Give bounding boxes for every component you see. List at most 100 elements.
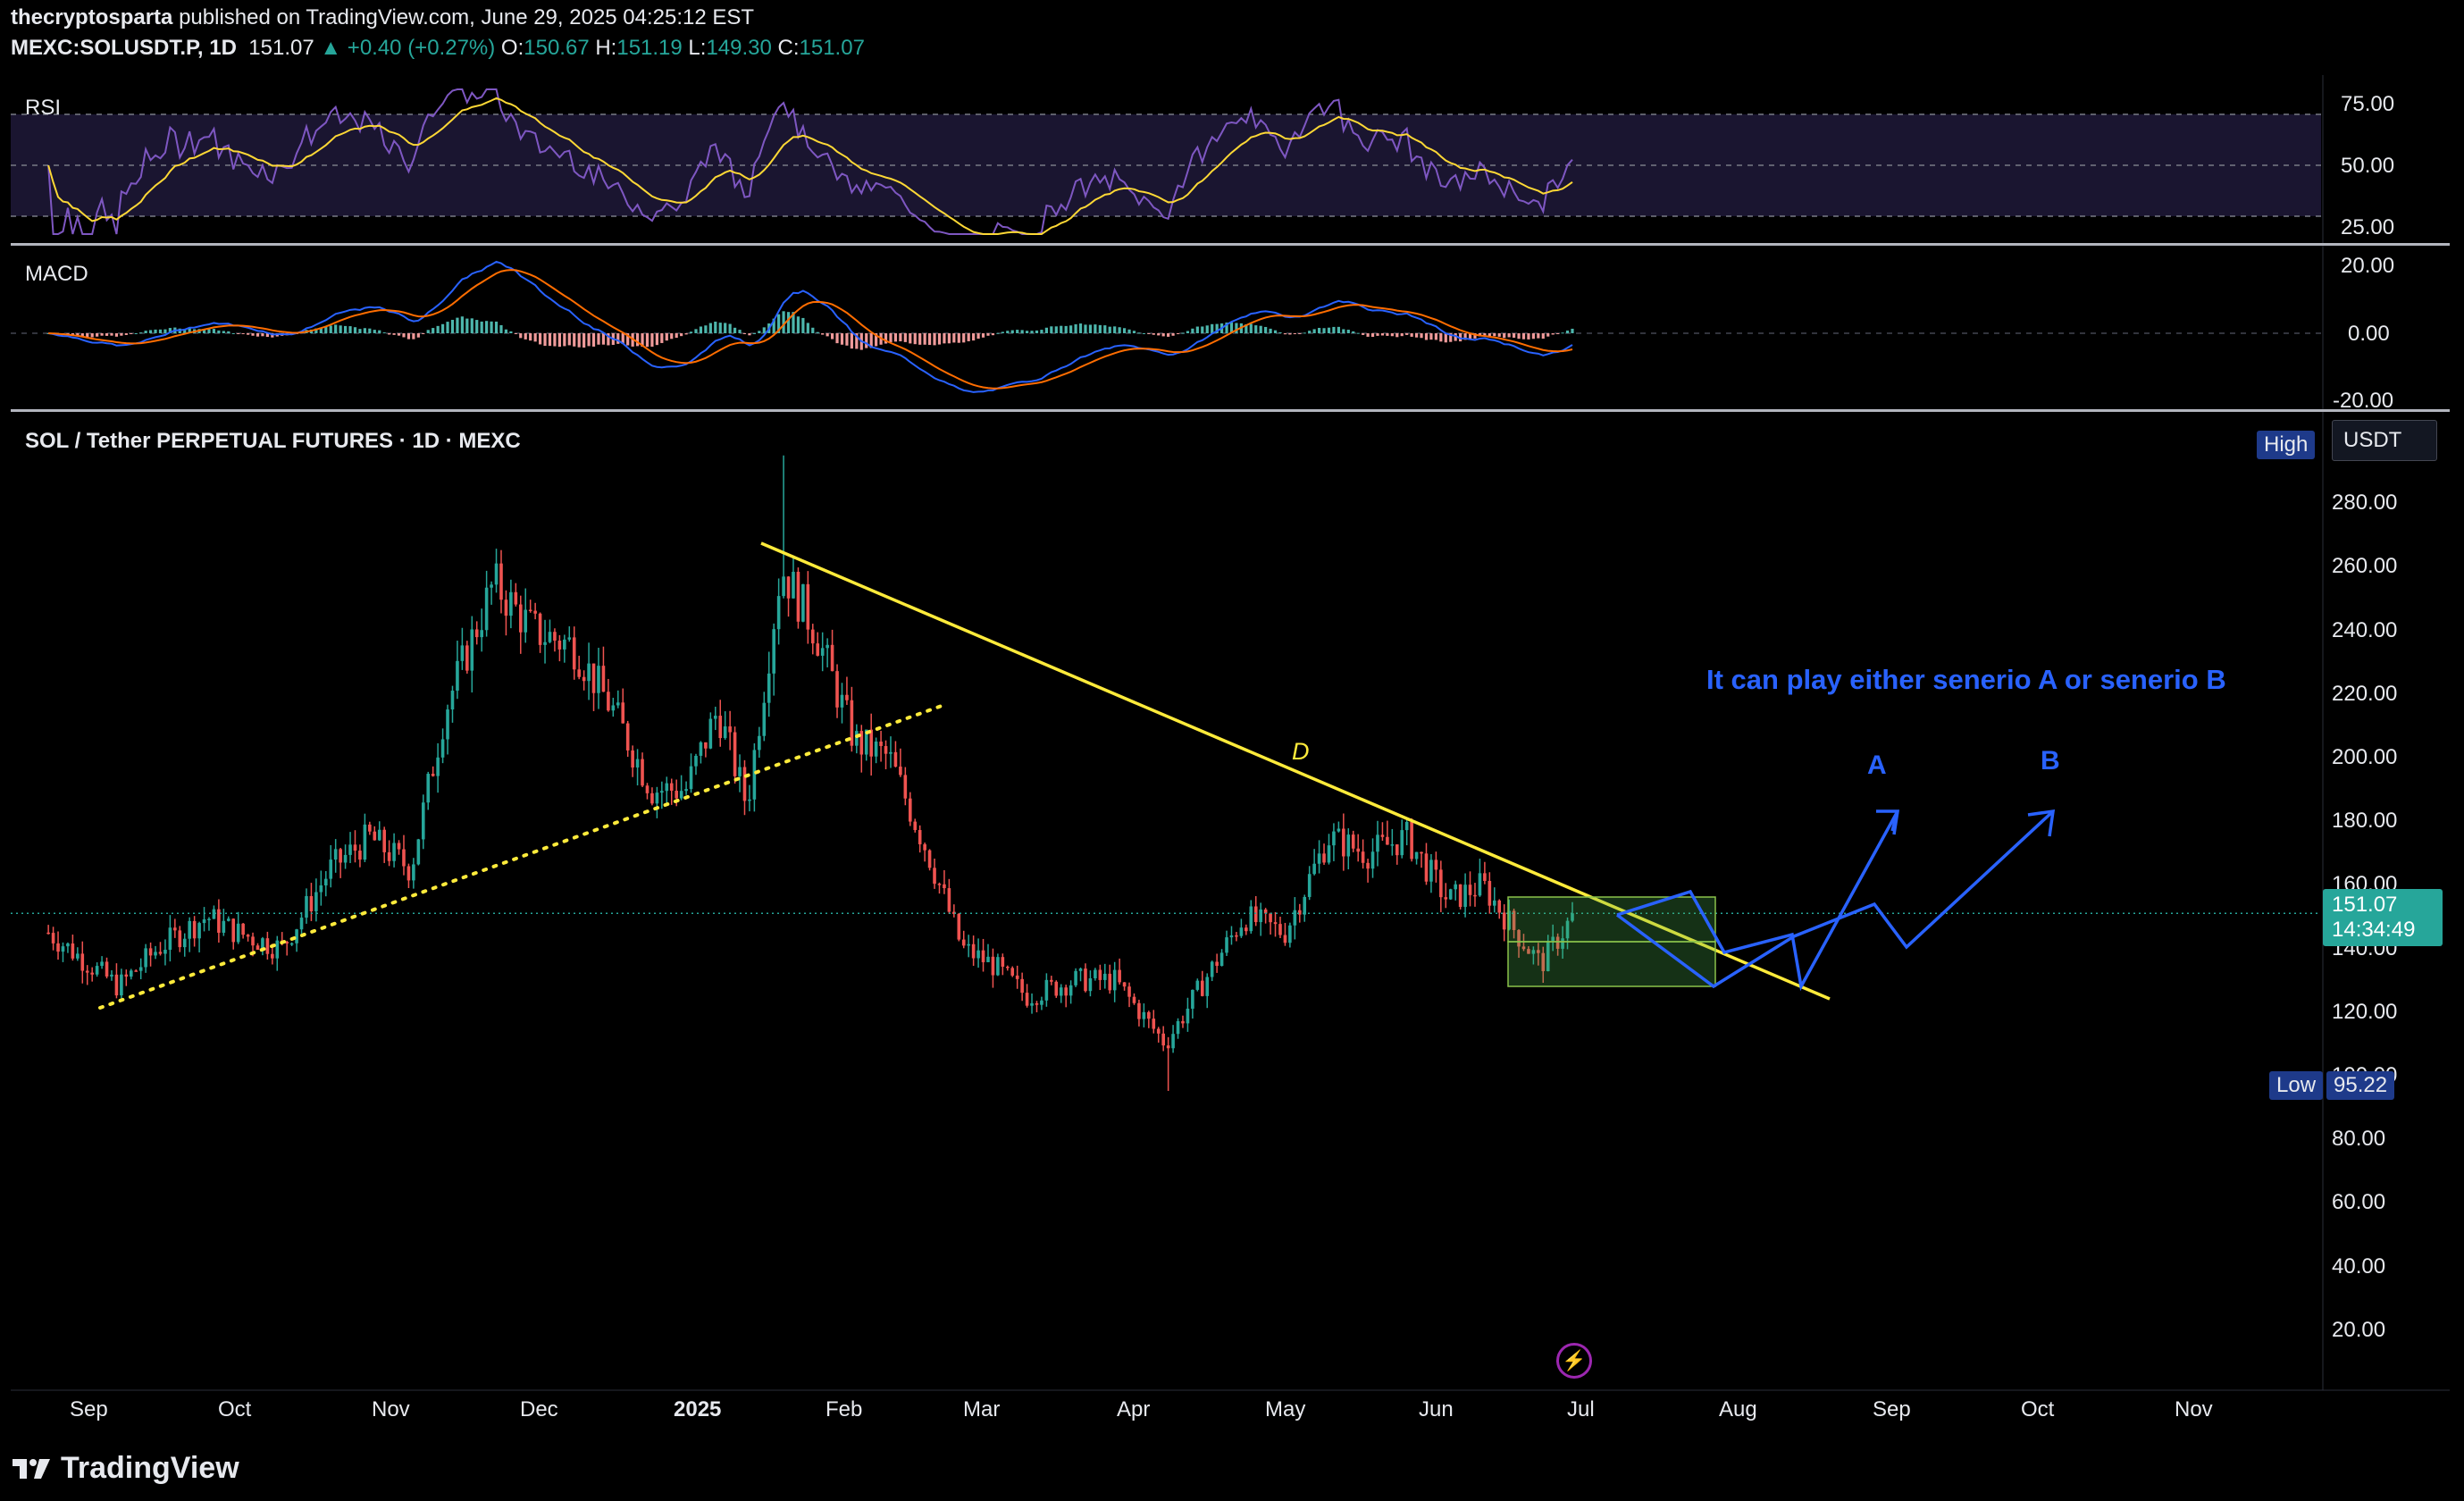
candle-body — [1015, 975, 1019, 979]
macd-pane-label[interactable]: MACD — [25, 262, 88, 286]
scenario-a-label[interactable]: A — [1867, 750, 1887, 780]
time-tick-label: Sep — [1873, 1397, 1911, 1421]
price-tick-label: 240.00 — [2332, 617, 2398, 642]
macd-histogram-bar — [1366, 333, 1370, 337]
macd-histogram-bar — [1074, 323, 1077, 333]
macd-histogram-bar — [494, 321, 499, 333]
macd-histogram-bar — [650, 333, 654, 348]
candle-body — [333, 849, 338, 860]
macd-histogram-bar — [130, 333, 133, 334]
time-tick-label: Jun — [1419, 1397, 1454, 1421]
candle-body — [261, 938, 264, 951]
candle-body — [782, 576, 785, 597]
macd-histogram-bar — [645, 333, 650, 348]
time-tick-label: Oct — [218, 1397, 252, 1421]
high-label: H: — [595, 36, 617, 60]
macd-histogram-bar — [1040, 330, 1043, 333]
candle-body — [474, 629, 479, 638]
candle-body — [1132, 996, 1136, 1003]
macd-histogram-bar — [154, 329, 157, 333]
macd-histogram-bar — [265, 333, 269, 338]
candle-body — [450, 691, 455, 710]
macd-histogram-bar — [1132, 331, 1136, 333]
candle-body — [231, 918, 236, 943]
support-trendline — [98, 704, 943, 1010]
macd-histogram-bar — [976, 333, 980, 340]
candle-body — [241, 923, 245, 935]
scenario-b-label[interactable]: B — [2041, 746, 2060, 776]
macd-histogram-bar — [1235, 323, 1238, 333]
trendline-label[interactable]: D — [1292, 738, 1310, 765]
macd-histogram-bar — [538, 333, 542, 345]
main-pane-title[interactable]: SOL / Tether PERPETUAL FUTURES · 1D · ME… — [25, 429, 521, 453]
candle-body — [1084, 969, 1087, 992]
candle-body — [1312, 863, 1316, 875]
scenario-note[interactable]: It can play either senerio A or senerio … — [1706, 664, 2226, 695]
macd-histogram-bar — [933, 333, 936, 346]
candle-body — [305, 895, 308, 918]
tradingview-logo[interactable]: TradingView — [11, 1451, 239, 1486]
macd-histogram-bar — [680, 333, 683, 337]
candle-body — [713, 716, 717, 719]
rsi-pane-label[interactable]: RSI — [25, 96, 62, 120]
macd-histogram-bar — [635, 333, 640, 347]
macd-histogram-bar — [582, 333, 586, 348]
macd-histogram-bar — [548, 333, 552, 347]
macd-histogram-bar — [148, 330, 153, 333]
price-tick-label: 40.00 — [2332, 1254, 2386, 1279]
macd-histogram-bar — [202, 329, 206, 333]
candle-body — [1152, 1019, 1156, 1029]
macd-histogram-bar — [460, 316, 464, 333]
macd-histogram-bar — [1157, 333, 1161, 336]
candle-body — [1025, 993, 1029, 1006]
low-value-tag: 95.22 — [2326, 1071, 2395, 1100]
pane-separator-rsi-macd[interactable] — [11, 243, 2450, 246]
candle-body — [323, 878, 328, 886]
candle-body — [723, 726, 727, 739]
macd-histogram-bar — [450, 319, 455, 333]
candle-body — [597, 666, 600, 693]
candle-body — [820, 648, 825, 656]
candle-body — [182, 938, 187, 948]
candle-body — [1429, 860, 1433, 882]
macd-histogram-bar — [1215, 323, 1219, 333]
candle-body — [1074, 970, 1077, 985]
symbol-label[interactable]: MEXC:SOLUSDT.P, 1D — [11, 36, 237, 60]
macd-histogram-bar — [1249, 323, 1253, 333]
candle-body — [1361, 851, 1365, 863]
author-name[interactable]: thecryptosparta — [11, 5, 173, 29]
candle-body — [1195, 980, 1200, 990]
macd-histogram-bar — [1167, 333, 1170, 337]
last-price-tag: 151.07 14:34:49 — [2323, 889, 2443, 946]
time-tick-label: Dec — [520, 1397, 558, 1421]
macd-histogram-bar — [397, 333, 401, 336]
macd-histogram-bar — [557, 333, 561, 348]
candle-body — [314, 892, 318, 911]
candle-body — [563, 639, 566, 650]
currency-button[interactable]: USDT — [2332, 420, 2437, 461]
pane-separator-macd-main[interactable] — [11, 409, 2450, 412]
candle-body — [387, 851, 391, 861]
macd-histogram-bar — [120, 333, 123, 336]
candle-body — [679, 791, 683, 799]
candle-body — [392, 843, 396, 861]
candle-body — [733, 732, 737, 776]
candle-body — [1488, 880, 1492, 906]
candle-body — [684, 789, 688, 792]
macd-histogram-bar — [188, 328, 191, 333]
candle-body — [952, 911, 956, 914]
macd-histogram-bar — [339, 325, 342, 333]
macd-histogram-bar — [1332, 326, 1336, 333]
candle-body — [631, 750, 634, 768]
candle-body — [207, 918, 211, 920]
candle-body — [553, 632, 557, 641]
macd-histogram-bar — [1434, 333, 1437, 340]
lightning-icon[interactable]: ⚡ — [1556, 1343, 1592, 1379]
macd-histogram-bar — [1103, 325, 1107, 333]
macd-histogram-bar — [826, 333, 829, 337]
candle-body — [1366, 862, 1370, 869]
brand-name: TradingView — [61, 1451, 239, 1485]
macd-histogram-bar — [1424, 333, 1429, 340]
candle-body — [650, 792, 654, 804]
